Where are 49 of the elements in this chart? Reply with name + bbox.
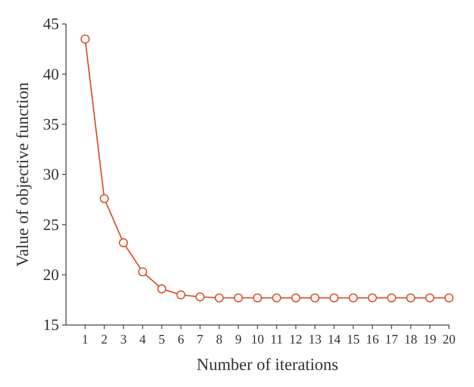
x-tick-label: 5 — [158, 332, 165, 347]
y-tick-label: 45 — [43, 16, 59, 34]
x-tick-label: 14 — [328, 332, 342, 347]
point — [272, 293, 282, 302]
x-tick-label: 4 — [139, 332, 146, 347]
point — [234, 293, 243, 302]
point — [252, 293, 262, 302]
x-tick-label: 6 — [178, 332, 185, 347]
point — [214, 293, 224, 302]
point — [330, 293, 339, 302]
y-axis-title: Value of objective function — [13, 82, 32, 267]
x-tick-label: 20 — [442, 332, 456, 347]
point — [157, 284, 166, 294]
x-tick-label: 9 — [235, 332, 242, 347]
point — [444, 293, 454, 302]
x-tick-label: 15 — [346, 332, 360, 347]
y-tick-label: 30 — [43, 166, 59, 184]
point — [386, 293, 396, 302]
y-tick-label: 35 — [43, 116, 59, 134]
y-tick-label: 20 — [43, 266, 59, 284]
x-tick-label: 19 — [423, 332, 436, 347]
point — [406, 293, 416, 302]
point — [176, 290, 186, 300]
x-tick-label: 12 — [289, 332, 302, 347]
point — [425, 293, 434, 302]
point — [195, 292, 205, 302]
point — [80, 34, 90, 44]
x-axis-title: Number of iterations — [196, 355, 338, 374]
x-tick-label: 1 — [82, 332, 88, 347]
point — [368, 293, 377, 302]
x-tick-label: 16 — [366, 332, 380, 347]
x-tick-label: 17 — [385, 332, 399, 347]
y-tick-label: 40 — [43, 66, 59, 84]
x-tick-label: 7 — [196, 332, 204, 347]
point — [118, 238, 128, 248]
point — [348, 293, 358, 302]
x-tick-label: 13 — [308, 332, 322, 347]
x-tick-label: 3 — [120, 332, 127, 347]
point — [291, 293, 300, 302]
x-tick-label: 11 — [270, 332, 283, 347]
x-tick-label: 8 — [216, 332, 222, 347]
x-tick-label: 18 — [404, 332, 418, 347]
x-tick-label: 2 — [101, 332, 108, 347]
point — [310, 293, 320, 302]
y-tick-label: 25 — [43, 216, 59, 234]
point — [100, 194, 109, 204]
x-tick-label: 10 — [251, 332, 264, 347]
y-tick-label: 15 — [43, 317, 59, 334]
point — [138, 267, 148, 276]
